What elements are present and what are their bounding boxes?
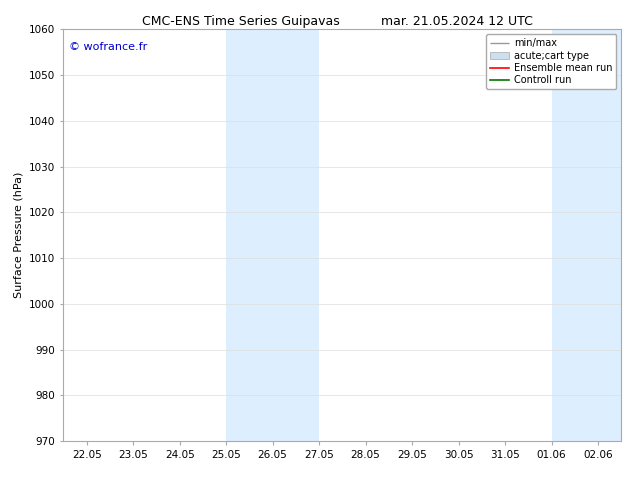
Text: © wofrance.fr: © wofrance.fr <box>69 42 147 52</box>
Bar <box>552 29 621 441</box>
Legend: min/max, acute;cart type, Ensemble mean run, Controll run: min/max, acute;cart type, Ensemble mean … <box>486 34 616 89</box>
Text: CMC-ENS Time Series Guipavas: CMC-ENS Time Series Guipavas <box>142 15 340 28</box>
Bar <box>226 29 319 441</box>
Text: mar. 21.05.2024 12 UTC: mar. 21.05.2024 12 UTC <box>380 15 533 28</box>
Y-axis label: Surface Pressure (hPa): Surface Pressure (hPa) <box>13 172 23 298</box>
